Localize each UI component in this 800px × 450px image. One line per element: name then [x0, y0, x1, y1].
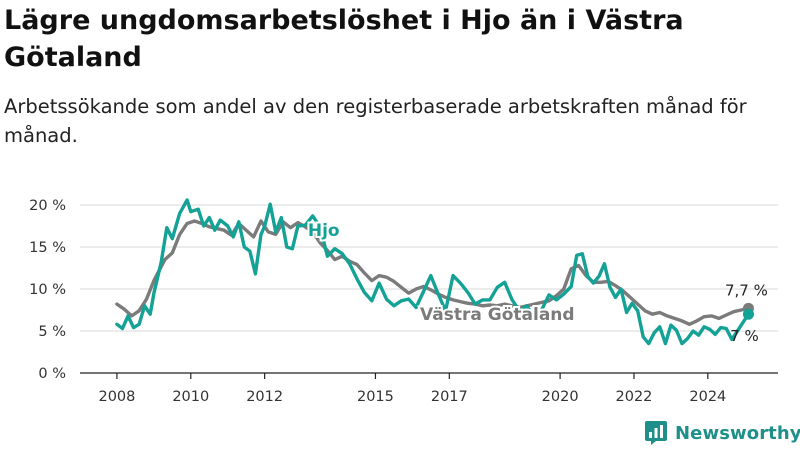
series-lines [115, 198, 754, 346]
y-tick-label: 15 % [29, 240, 66, 256]
x-tick-label: 2022 [616, 389, 653, 405]
brand-name: Newsworthy [675, 422, 800, 444]
newsworthy-logo: Newsworthy [644, 418, 800, 448]
x-tick-label: 2010 [172, 389, 209, 405]
x-tick-label: 2020 [542, 389, 579, 405]
x-tick-label: 2015 [357, 389, 394, 405]
series-end-label-hjo: 7 % [730, 327, 759, 345]
series-labels: 7,7 % 7 % Hjo Västra Götaland [306, 219, 768, 345]
series-label-vastra-gotaland: Västra Götaland [420, 305, 575, 325]
series-end-label-v-stra-g-taland: 7,7 % [725, 281, 768, 299]
chart-subtitle: Arbetssökande som andel av den registerb… [4, 95, 747, 147]
y-tick-label: 10 % [29, 282, 66, 298]
series-label-hjo: Hjo [308, 221, 340, 241]
chart-title: Lägre ungdomsarbetslöshet i Hjo än i Väs… [4, 5, 684, 73]
x-tick-label: 2008 [98, 389, 135, 405]
series-line-v-stra-g-taland [115, 219, 751, 326]
x-tick-label: 2024 [689, 389, 726, 405]
x-axis: 2008 2010 2012 2015 2017 2020 2022 2024 [98, 373, 726, 405]
series-line-hjo [115, 198, 751, 346]
y-tick-label: 0 % [38, 366, 66, 382]
series-end-point-hjo [742, 308, 754, 320]
bar-chart-logo-icon [645, 421, 667, 445]
x-tick-label: 2017 [431, 389, 468, 405]
y-tick-label: 20 % [29, 198, 66, 214]
x-tick-label: 2012 [246, 389, 283, 405]
y-axis: 0 % 5 % 10 % 15 % 20 % [29, 198, 66, 382]
y-tick-label: 5 % [38, 324, 66, 340]
